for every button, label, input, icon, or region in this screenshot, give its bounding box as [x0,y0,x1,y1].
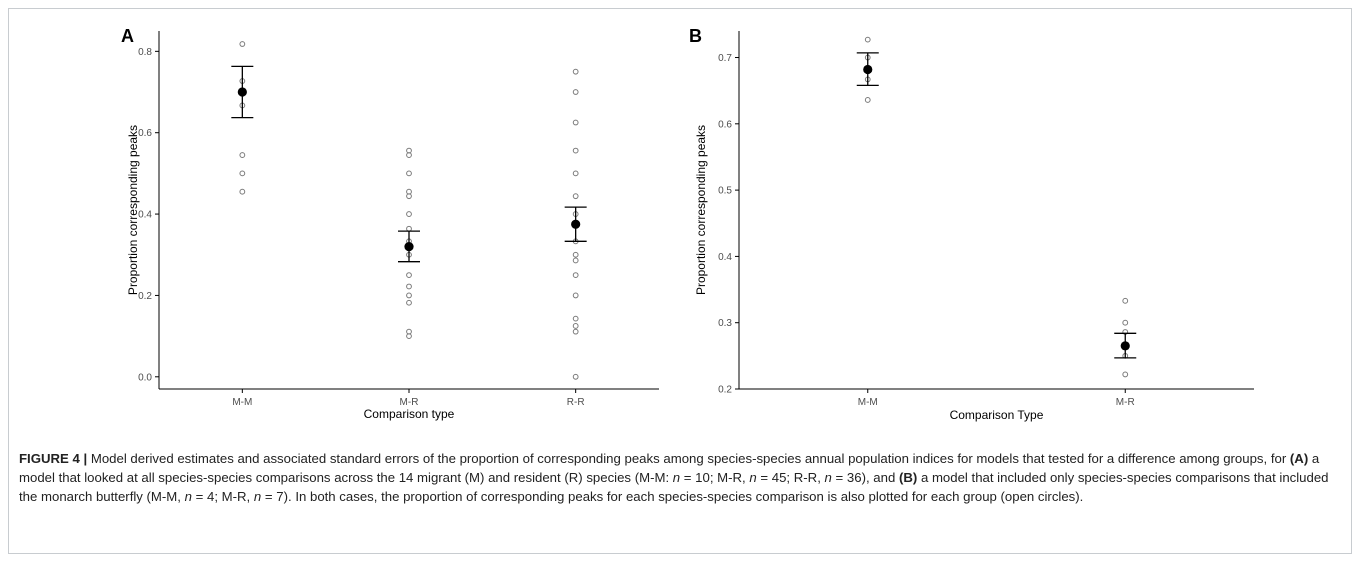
figure-label: FIGURE 4 | [19,451,88,466]
observation-point [1122,297,1129,304]
caption-segment: = 7). In both cases, the proportion of c… [261,489,1084,504]
observation-point [864,36,871,43]
x-tick-label: M-R [400,397,419,408]
observation-point [572,257,579,264]
observation-point [406,333,412,340]
observation-point [1122,371,1129,378]
estimate-point [863,64,873,75]
observation-point [239,152,246,158]
y-tick-label: 0.0 [138,372,152,383]
panel-letter: B [689,26,702,46]
caption-segment: Model derived estimates and associated s… [87,451,1290,466]
observation-point [572,68,579,75]
figure-frame: A 0.0 0.2 0.4 0.6 0.8 M-M M-R R-R Comparison type… [8,8,1352,554]
caption-segment: = 45; R-R, [756,470,825,485]
observation-point [406,292,412,299]
x-tick-label: M-M [858,397,878,408]
y-tick-label: 0.2 [718,385,732,396]
observation-point [572,119,579,126]
caption-segment: (B) [898,470,918,485]
caption-segment: a model that looked at all species-speci… [19,451,1320,485]
y-tick-label: 0.3 [718,318,732,329]
panel-letter: A [121,26,134,46]
caption-segment: = 36), and [831,470,899,485]
observation-point [572,272,579,278]
caption-segment: n [253,489,262,504]
observation-point [572,292,579,299]
figure-caption: FIGURE 4 | Model derived estimates and a… [19,449,1339,506]
caption-segment: n [184,489,192,504]
observation-point [406,272,412,278]
observation-point [1122,319,1129,326]
observation-point [572,328,579,335]
observation-point [572,170,579,177]
y-tick-label: 0.5 [718,186,732,197]
x-tick-label: M-R [1116,397,1135,408]
y-tick-label: 0.4 [718,252,732,263]
observation-point [406,193,412,200]
observation-point [572,147,579,154]
observation-point [572,373,579,380]
observation-point [406,211,412,217]
observation-point [239,41,246,47]
estimate-point [1120,341,1130,351]
x-tick-label: R-R [567,397,585,408]
caption-body: Model derived estimates and associated s… [19,451,1329,504]
observation-point [406,225,412,232]
y-axis-title: Proportion corresponding peaks [126,125,140,295]
estimate-point [571,219,581,229]
x-axis-title: Comparison Type [950,408,1044,422]
caption-segment: = 10; M-R, [680,470,750,485]
observation-point [572,315,579,322]
y-tick-label: 0.8 [138,47,152,58]
estimate-point [237,87,247,97]
observation-point [406,299,412,306]
x-tick-label: M-M [232,397,252,408]
y-tick-label: 0.2 [138,291,152,302]
caption-segment: n [749,470,757,485]
y-axis-title: Proportion corresponding peaks [694,125,708,295]
caption-segment: a model that included only species-speci… [19,470,1329,504]
observation-point [239,170,246,177]
observation-point [406,152,412,158]
y-tick-label: 0.7 [718,53,732,64]
estimate-point [404,242,414,252]
caption-segment: n [672,470,681,485]
observation-point [406,283,412,290]
observation-point [864,97,871,103]
observation-point [572,89,579,95]
figure-charts: A 0.0 0.2 0.4 0.6 0.8 M-M M-R R-R Comparison type… [9,9,1353,449]
observation-point [572,323,579,329]
panel-b-chart: B 0.2 0.3 0.4 0.5 0.6 0.7 M-M M-R Comparison Type… [689,26,1254,422]
observation-point [572,251,579,258]
y-tick-label: 0.6 [138,128,152,139]
caption-segment: n [824,470,832,485]
panel-a-chart: A 0.0 0.2 0.4 0.6 0.8 M-M M-R R-R Comparison type… [121,26,659,421]
y-tick-label: 0.4 [138,210,152,221]
caption-segment: = 4; M-R, [191,489,254,504]
observation-point [406,170,412,177]
x-axis-title: Comparison type [364,407,455,421]
observation-point [572,193,579,200]
y-tick-label: 0.6 [718,119,732,130]
caption-segment: (A) [1289,451,1309,466]
observation-point [239,188,246,195]
